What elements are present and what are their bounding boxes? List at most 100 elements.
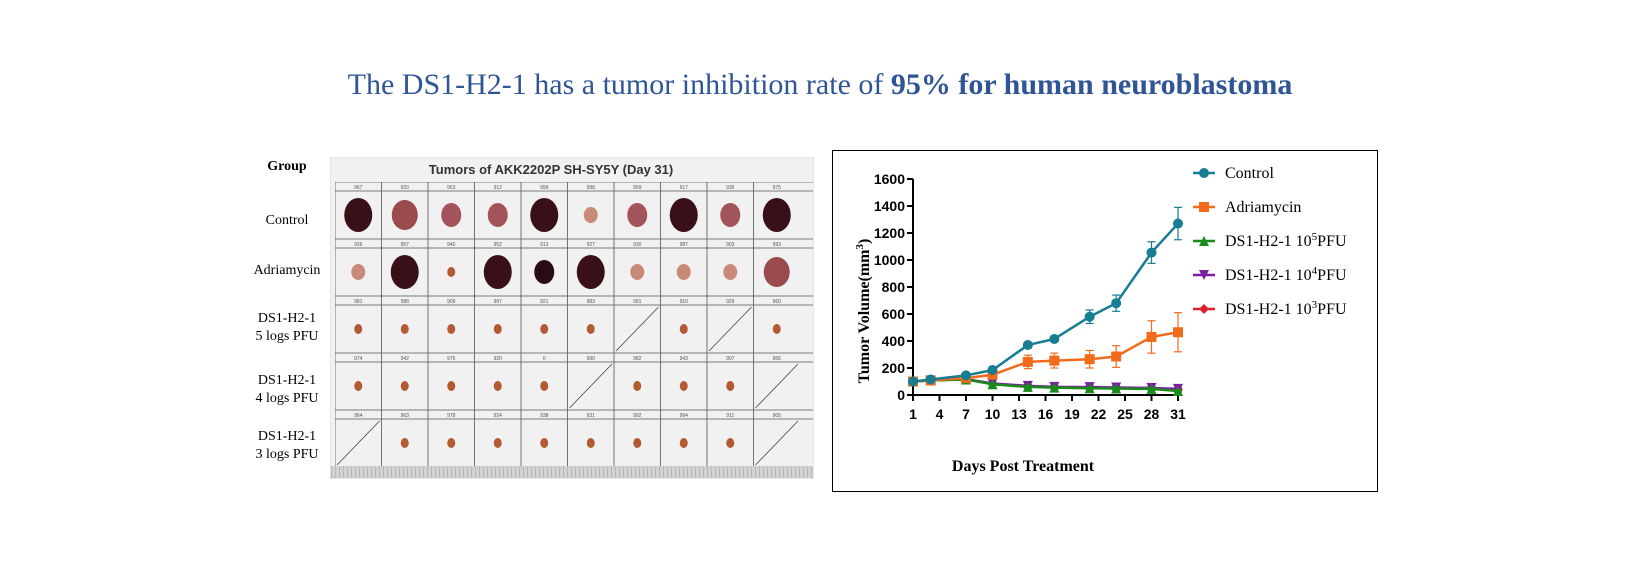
sample-id: 905 [773,413,782,419]
y-tick-label: 1400 [874,198,905,214]
legend-item: DS1-H2-1 103PFU [1193,299,1347,318]
legend-marker [1199,270,1209,280]
tumor-specimen [534,260,555,284]
sample-id: 964 [354,413,363,419]
sample-id: 920 [494,356,503,362]
legend-label-end: PFU [1317,233,1347,250]
legend-marker [1199,202,1209,212]
legend-marker [1199,168,1209,178]
legend-label: DS1-H2-1 104PFU [1225,265,1347,284]
tumor-specimen [676,264,691,280]
tumor-specimen [723,264,738,280]
group-label-5logs: DS1-H2-1 5 logs PFU [246,310,328,346]
y-axis-label-end: ) [856,239,873,244]
tumor-specimen [400,438,409,448]
data-point [908,376,918,387]
data-point [1146,383,1157,394]
sample-id: 917 [680,185,689,191]
sample-id: 994 [680,413,689,419]
legend-item: DS1-H2-1 104PFU [1193,265,1347,284]
data-point [1084,354,1095,365]
tumor-specimen [447,324,456,334]
data-point [1022,381,1033,392]
tumor-photo: Tumors of AKK2202P SH-SY5Y (Day 31) 967 9… [330,157,814,479]
legend-item: Control [1193,165,1274,182]
group-label-control: Control [246,212,328,230]
sample-id: 936 [726,185,735,191]
data-point [1111,383,1122,394]
tumor-specimen [679,438,688,448]
tumor-specimen [447,381,456,391]
tumor-specimen [354,381,363,391]
sample-id: 938 [540,413,549,419]
sample-id: 960 [773,299,782,305]
tumor-grid: 967 933 953 912 999 998 959 917 936 975 926 957 940 9… [335,182,813,468]
headline-highlight: 95% for human neuroblastoma [890,68,1293,101]
tumor-specimen [540,438,549,448]
group-label-line2: 4 logs PFU [255,391,319,406]
series-line [912,330,1179,383]
group-label-line1: Adriamycin [253,263,321,278]
legend-label-main: DS1-H2-1 10 [1225,233,1312,250]
tumor-specimen [763,257,790,287]
tumor-specimen [400,324,409,334]
x-tick-label: 13 [1011,406,1027,422]
sample-id: 929 [726,299,735,305]
sample-id: 930 [633,242,642,248]
sample-id: 943 [680,356,689,362]
tumor-specimen [483,255,512,289]
x-tick-label: 19 [1064,406,1080,422]
data-point [1111,298,1122,309]
group-label-adriamycin: Adriamycin [246,262,328,280]
x-tick-label: 22 [1091,406,1107,422]
x-tick-label: 31 [1170,406,1186,422]
tumor-specimen [540,381,549,391]
sample-id: 912 [494,185,503,191]
tumor-specimen [447,438,456,448]
sample-id: 903 [726,242,735,248]
x-tick-label: 4 [936,406,944,422]
sample-id: 983 [587,299,596,305]
group-label-line1: Control [265,213,309,228]
y-tick-label: 200 [882,360,906,376]
y-tick-label: 1600 [874,171,905,187]
sample-id: 991 [633,299,642,305]
sample-id: 987 [680,242,689,248]
tumor-specimen [630,264,645,280]
x-tick-label: 1 [909,406,917,422]
legend-label-main: Control [1225,165,1274,182]
sample-id: 959 [633,185,642,191]
legend-label-sup: 4 [1312,265,1318,277]
empty-slot-slash [708,306,752,352]
legend-label-main: Adriamycin [1225,199,1301,216]
legend-label-end: PFU [1317,301,1347,318]
sample-id: 974 [354,356,363,362]
sample-id: 981 [354,299,363,305]
sample-id: 990 [587,356,596,362]
sample-id: 952 [494,242,503,248]
x-axis-label: Days Post Treatment [952,458,1095,475]
x-tick-label: 25 [1117,406,1133,422]
sample-id: 978 [447,413,456,419]
tumor-specimen [726,438,735,448]
x-tick-label: 7 [962,406,970,422]
data-point [961,370,971,381]
series-control [908,206,1183,387]
sample-id: 911 [726,413,734,419]
legend-label-end: PFU [1317,267,1347,284]
group-label-line2: 5 logs PFU [255,329,319,344]
series-adriamycin [908,312,1183,387]
legend-label-sup: 3 [1312,299,1318,311]
legend-marker [1199,304,1209,314]
tumor-specimen [344,198,373,232]
tumor-specimen [354,324,363,334]
tumor-specimen [493,324,502,334]
ruler [331,466,813,478]
tumor-specimen [679,381,688,391]
sample-id: 907 [726,356,735,362]
sample-id: 942 [401,356,410,362]
group-label-3logs: DS1-H2-1 3 logs PFU [246,428,328,464]
group-label-line1: DS1-H2-1 [257,311,317,326]
sample-id: 927 [587,242,596,248]
tumor-specimen [351,264,366,280]
